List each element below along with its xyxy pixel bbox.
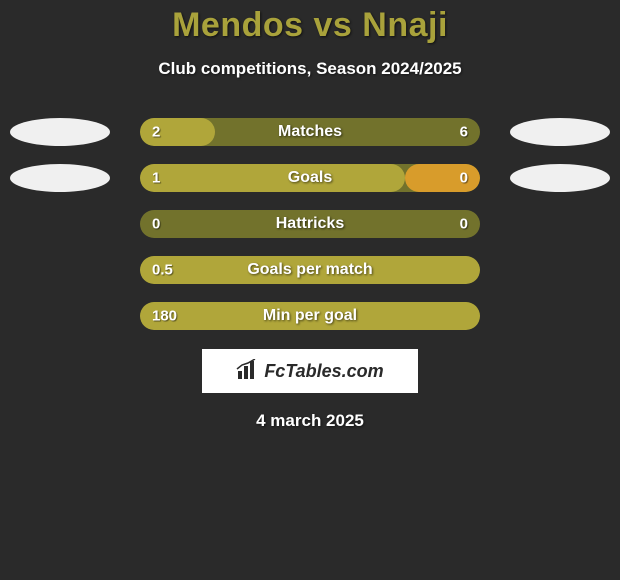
stat-label: Goals — [140, 169, 480, 187]
brand-text: FcTables.com — [264, 361, 383, 382]
stat-rows-container: 26Matches 10Goals 00Hattricks 0.5Goals per … — [0, 117, 620, 331]
stat-bar-track: 26Matches — [140, 118, 480, 146]
player1-name: Mendos — [172, 6, 303, 44]
stat-label: Min per goal — [140, 307, 480, 325]
title-vs: vs — [314, 6, 353, 44]
stat-label: Goals per match — [140, 261, 480, 279]
player1-badge — [10, 164, 110, 192]
date-text: 4 march 2025 — [0, 411, 620, 431]
stat-label: Hattricks — [140, 215, 480, 233]
brand-box[interactable]: FcTables.com — [202, 349, 418, 393]
stat-bar-track: 10Goals — [140, 164, 480, 192]
stat-row: 0.5Goals per match — [0, 255, 620, 285]
stat-row: 00Hattricks — [0, 209, 620, 239]
stat-label: Matches — [140, 123, 480, 141]
stat-bar-track: 0.5Goals per match — [140, 256, 480, 284]
player1-badge — [10, 118, 110, 146]
player2-badge — [510, 164, 610, 192]
stat-bar-track: 180Min per goal — [140, 302, 480, 330]
stat-bar-track: 00Hattricks — [140, 210, 480, 238]
stat-row: 10Goals — [0, 163, 620, 193]
bar-chart-icon — [236, 359, 260, 384]
stat-row: 180Min per goal — [0, 301, 620, 331]
subtitle-text: Club competitions, Season 2024/2025 — [0, 59, 620, 79]
player2-badge — [510, 118, 610, 146]
comparison-title: Mendos vs Nnaji — [0, 0, 620, 45]
player2-name: Nnaji — [362, 6, 448, 44]
stat-row: 26Matches — [0, 117, 620, 147]
